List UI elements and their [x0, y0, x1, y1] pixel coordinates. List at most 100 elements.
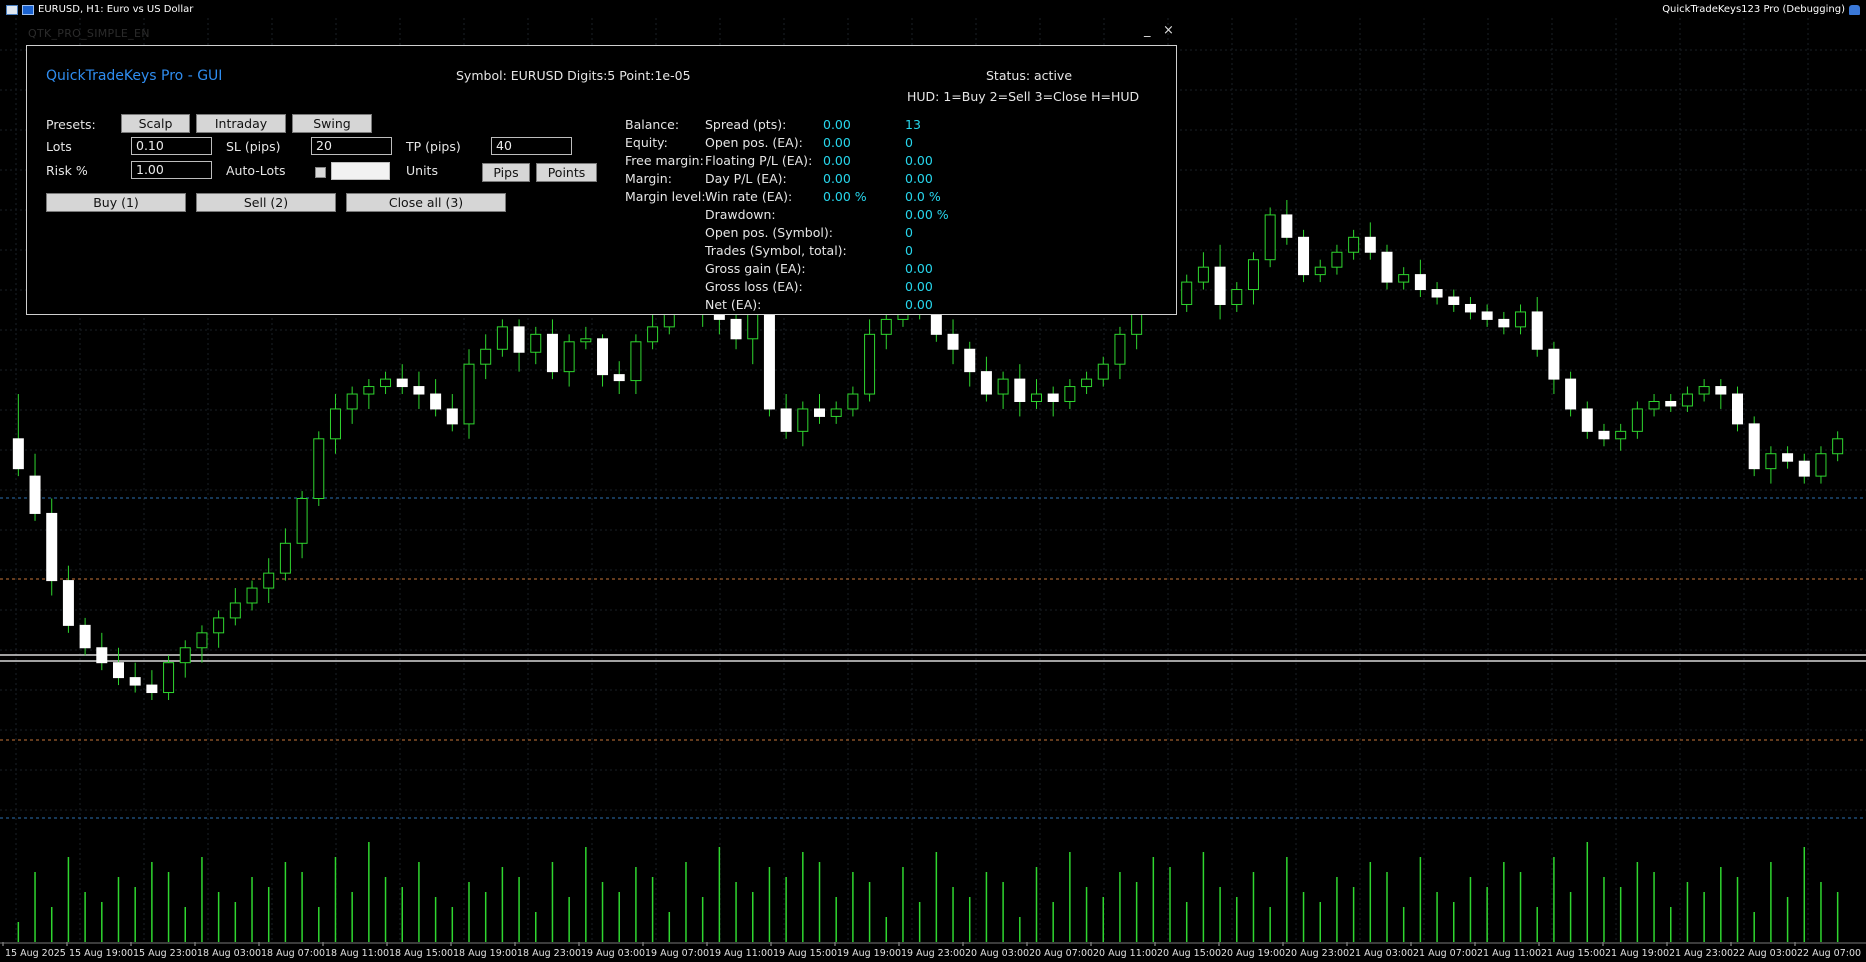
candle-body	[1331, 251, 1343, 268]
risk-label: Risk %	[46, 163, 88, 178]
candle-body	[814, 408, 826, 417]
candle-body	[1464, 303, 1476, 313]
stat-value-b: 0	[905, 225, 913, 240]
time-tick-label: 21 Aug 19:00	[1605, 948, 1669, 959]
candle-body	[1398, 274, 1410, 283]
candle-body	[1064, 386, 1076, 402]
time-tick-label: 19 Aug 15:00	[773, 948, 837, 959]
time-tick-label: 21 Aug 15:00	[1541, 948, 1605, 959]
candle-body	[1765, 453, 1777, 470]
candle-body	[179, 647, 191, 664]
stat-label: Spread (pts):	[705, 117, 787, 132]
candle-body	[597, 338, 609, 376]
risk-input[interactable]: 1.00	[131, 161, 212, 179]
candle-body	[1348, 236, 1360, 253]
ea-hat-icon	[1849, 4, 1860, 15]
candle-body	[46, 512, 58, 582]
stat-value-b: 0.00 %	[905, 207, 949, 222]
candle-body	[630, 341, 642, 382]
candle-body	[530, 333, 542, 353]
candle-body	[496, 326, 508, 350]
preset-swing-button[interactable]: Swing	[292, 114, 372, 133]
candle-body	[1598, 430, 1610, 440]
account-label: Free margin:	[625, 153, 704, 168]
close-all-button[interactable]: Close all (3)	[346, 193, 506, 212]
time-tick-label: 15 Aug 23:00	[133, 948, 197, 959]
stat-label: Gross gain (EA):	[705, 261, 806, 276]
chart-title-bar: EURUSD, H1: Euro vs US Dollar	[6, 4, 193, 15]
candle-body	[313, 438, 325, 500]
candle-body	[1097, 363, 1109, 380]
candle-body	[146, 684, 158, 694]
stat-label: Gross loss (EA):	[705, 279, 803, 294]
stat-value-b: 0.00	[905, 279, 933, 294]
candle-body	[1231, 289, 1243, 305]
candle-body	[647, 326, 659, 343]
candle-body	[1665, 400, 1677, 407]
candle-body	[446, 408, 458, 425]
candle-body	[1014, 378, 1026, 402]
candle-body	[864, 333, 876, 395]
candle-body	[1030, 393, 1042, 402]
candle-body	[1715, 386, 1727, 395]
autolots-field[interactable]	[331, 162, 390, 180]
candle-body	[980, 371, 992, 395]
time-tick-label: 22 Aug 07:00	[1797, 948, 1861, 959]
menu-grid-icon[interactable]	[6, 4, 18, 15]
buy-button[interactable]: Buy (1)	[46, 193, 186, 212]
account-label: Margin level:	[625, 189, 706, 204]
autolots-checkbox[interactable]	[315, 167, 326, 178]
candle-body	[363, 386, 375, 395]
time-tick-label: 18 Aug 15:00	[389, 948, 453, 959]
time-tick-label: 20 Aug 03:00	[965, 948, 1029, 959]
candle-body	[213, 617, 225, 634]
stat-label: Win rate (EA):	[705, 189, 793, 204]
candle-body	[380, 378, 392, 388]
tp-label: TP (pips)	[406, 139, 461, 154]
account-label: Margin:	[625, 171, 672, 186]
tp-input[interactable]: 40	[491, 137, 572, 155]
candle-body	[413, 386, 425, 395]
candle-body	[96, 647, 108, 664]
preset-scalp-button[interactable]: Scalp	[121, 114, 190, 133]
candle-body	[763, 311, 775, 410]
candle-body	[1732, 393, 1744, 425]
candle-body	[1548, 348, 1560, 380]
stat-value-b: 0.00	[905, 297, 933, 312]
close-icon[interactable]: ×	[1163, 23, 1174, 38]
time-tick-label: 18 Aug 03:00	[197, 948, 261, 959]
stat-value-b: 0.00	[905, 171, 933, 186]
candle-body	[1648, 400, 1660, 410]
minimize-button[interactable]: _	[1144, 23, 1151, 38]
stat-value-b: 0	[905, 243, 913, 258]
candle-body	[263, 572, 275, 589]
lots-input[interactable]: 0.10	[131, 137, 212, 155]
candle-body	[1782, 453, 1794, 462]
candle-body	[480, 348, 492, 365]
candle-body	[1381, 251, 1393, 283]
panel-object-name: QTK_PRO_SIMPLE_EN	[28, 27, 150, 40]
candle-body	[1498, 318, 1510, 328]
stat-value-b: 13	[905, 117, 921, 132]
candle-body	[329, 408, 341, 440]
time-tick-label: 21 Aug 11:00	[1477, 948, 1541, 959]
time-tick-label: 21 Aug 23:00	[1669, 948, 1733, 959]
sl-input[interactable]: 20	[311, 137, 392, 155]
preset-intraday-button[interactable]: Intraday	[196, 114, 286, 133]
candle-body	[1565, 378, 1577, 410]
time-tick-label: 20 Aug 11:00	[1093, 948, 1157, 959]
candle-body	[246, 587, 258, 604]
stat-value-a: 0.00	[823, 171, 851, 186]
candle-body	[880, 318, 892, 335]
candle-body	[830, 408, 842, 417]
units-points-button[interactable]: Points	[536, 163, 597, 182]
sell-button[interactable]: Sell (2)	[196, 193, 336, 212]
status-text: Status: active	[986, 68, 1073, 83]
presets-label: Presets:	[46, 117, 96, 132]
candle-body	[129, 677, 141, 686]
lots-label: Lots	[46, 139, 72, 154]
units-pips-button[interactable]: Pips	[482, 163, 530, 182]
time-tick-label: 22 Aug 03:00	[1733, 948, 1797, 959]
candle-body	[346, 393, 358, 410]
candle-body	[1581, 408, 1593, 432]
